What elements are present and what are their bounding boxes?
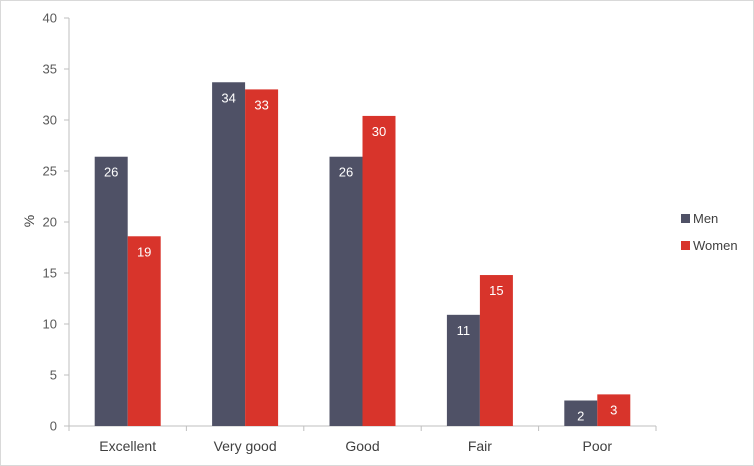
axes: 0 5 10 15 20 25 30 35 40 Excellent Very good Good Fa…: [43, 11, 657, 454]
bar-women: [127, 236, 161, 426]
y-tick-label: 5: [50, 368, 57, 383]
bars: [94, 82, 631, 427]
bar-men: [94, 156, 128, 426]
legend-swatch: [681, 241, 690, 250]
data-label: 3: [610, 402, 617, 417]
bar-men: [212, 82, 246, 426]
x-tick-label: Excellent: [99, 438, 156, 454]
y-tick-label: 30: [43, 113, 57, 128]
data-label: 19: [137, 244, 151, 259]
y-axis-label: %: [21, 215, 37, 227]
bar-men: [564, 400, 598, 426]
bar-women: [362, 115, 396, 427]
y-tick-label: 35: [43, 62, 57, 77]
data-label: 26: [339, 165, 353, 180]
legend-label: Women: [693, 238, 738, 253]
x-tick-label: Good: [345, 438, 379, 454]
y-tick-label: 10: [43, 317, 57, 332]
bar-women: [597, 394, 631, 426]
y-tick-label: 20: [43, 215, 57, 230]
data-label: 11: [457, 323, 471, 338]
data-label: 26: [104, 165, 118, 180]
data-label: 2: [577, 409, 584, 424]
data-label: 34: [221, 90, 235, 105]
bar-women: [479, 275, 513, 426]
y-tick-label: 0: [50, 419, 57, 434]
data-label: 30: [372, 124, 386, 139]
bar-men: [446, 314, 480, 426]
x-tick-label: Fair: [468, 438, 492, 454]
x-tick-label: Poor: [583, 438, 613, 454]
y-tick-label: 25: [43, 164, 57, 179]
data-labels: 26 19 34 33 26 30 11 15 2 3: [104, 90, 617, 423]
data-label: 33: [254, 97, 268, 112]
bar-women: [245, 89, 279, 427]
legend: Men Women: [681, 211, 738, 253]
x-tick-label: Very good: [214, 438, 277, 454]
legend-swatch: [681, 214, 690, 223]
legend-label: Men: [693, 211, 718, 226]
y-tick-label: 40: [43, 11, 57, 26]
bar-men: [329, 156, 363, 426]
data-label: 15: [489, 283, 503, 298]
y-tick-label: 15: [43, 266, 57, 281]
